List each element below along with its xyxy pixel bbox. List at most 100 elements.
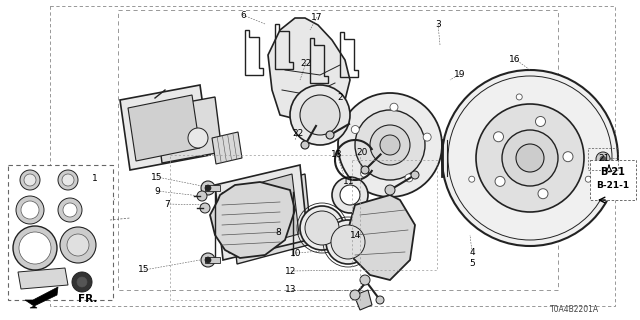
Circle shape [468,176,475,182]
Circle shape [77,277,87,287]
Circle shape [300,95,340,135]
Circle shape [24,174,36,186]
Circle shape [380,135,400,155]
Text: T0A4B2201A: T0A4B2201A [550,306,600,315]
Text: 3: 3 [435,20,441,28]
Circle shape [585,176,591,182]
Text: 22: 22 [292,129,303,138]
Circle shape [370,125,410,165]
Circle shape [376,296,384,304]
Text: 12: 12 [285,267,297,276]
Text: 17: 17 [311,12,323,21]
Circle shape [72,272,92,292]
Text: 15: 15 [138,266,150,275]
Circle shape [290,85,350,145]
Text: 5: 5 [469,260,475,268]
Circle shape [332,177,368,213]
Circle shape [536,116,545,126]
Polygon shape [205,185,220,191]
Text: 21: 21 [598,154,610,163]
Circle shape [411,171,419,179]
Circle shape [326,220,370,264]
Circle shape [331,225,365,259]
FancyBboxPatch shape [590,160,636,200]
Circle shape [197,191,207,201]
Circle shape [360,169,369,177]
Text: 8: 8 [275,228,281,236]
Circle shape [326,131,334,139]
Polygon shape [135,104,200,159]
Circle shape [19,232,51,264]
Text: B-21-1: B-21-1 [596,180,630,189]
Circle shape [253,206,271,224]
Polygon shape [18,268,68,289]
Circle shape [62,174,74,186]
Polygon shape [222,174,299,253]
Circle shape [22,235,48,261]
Circle shape [58,198,82,222]
Text: 1: 1 [92,173,98,182]
Circle shape [493,132,504,142]
Text: 22: 22 [300,59,312,68]
Circle shape [390,103,398,111]
Text: B-21: B-21 [600,167,625,177]
Circle shape [495,176,505,186]
Text: 9: 9 [154,187,160,196]
Polygon shape [212,132,242,164]
Circle shape [67,234,89,256]
Text: 19: 19 [454,69,466,78]
Circle shape [205,257,211,263]
Circle shape [21,201,39,219]
Polygon shape [215,165,308,260]
Text: 20: 20 [356,148,368,156]
Circle shape [355,110,425,180]
FancyBboxPatch shape [8,165,113,300]
Circle shape [596,152,610,166]
Circle shape [538,189,548,199]
Circle shape [16,196,44,224]
Text: 13: 13 [285,285,297,294]
Circle shape [188,128,208,148]
Circle shape [60,227,96,263]
Text: 6: 6 [240,11,246,20]
Text: FR.: FR. [78,294,97,304]
Circle shape [516,144,544,172]
Circle shape [201,181,215,195]
Text: 7: 7 [164,199,170,209]
Polygon shape [128,95,200,161]
Circle shape [300,206,344,250]
Circle shape [301,141,309,149]
Circle shape [338,93,442,197]
Circle shape [205,185,211,191]
Polygon shape [268,18,350,120]
Polygon shape [230,174,312,264]
Circle shape [405,174,413,182]
Text: 15: 15 [151,172,163,181]
Circle shape [351,125,359,133]
Polygon shape [348,195,415,280]
Circle shape [305,211,339,245]
Circle shape [20,170,40,190]
Circle shape [361,166,369,174]
Circle shape [563,152,573,162]
Polygon shape [120,85,210,170]
Circle shape [58,170,78,190]
FancyBboxPatch shape [50,6,615,306]
Circle shape [200,203,210,213]
Text: 2: 2 [337,92,343,101]
Circle shape [442,70,618,246]
Circle shape [201,253,215,267]
Text: 14: 14 [350,230,362,239]
Text: 16: 16 [509,54,521,63]
Text: 10: 10 [291,249,301,258]
Circle shape [600,156,606,162]
Polygon shape [210,182,295,258]
Circle shape [340,185,360,205]
Text: 4: 4 [469,247,475,257]
Circle shape [13,226,57,270]
Text: 11: 11 [343,177,355,186]
Circle shape [63,203,77,217]
Circle shape [385,185,395,195]
Circle shape [476,104,584,212]
Polygon shape [25,287,58,308]
